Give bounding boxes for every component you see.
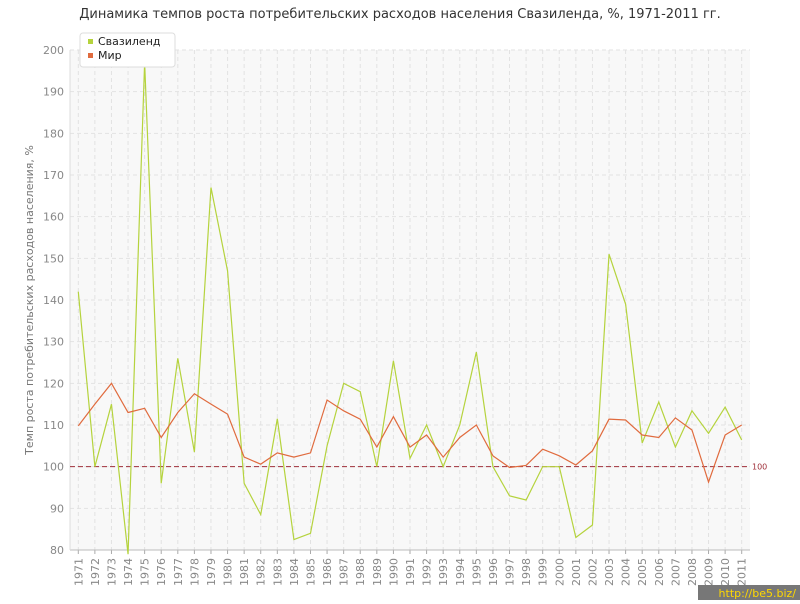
- x-tick-label: 1978: [188, 558, 201, 586]
- legend-swatch: [88, 53, 93, 58]
- x-tick-label: 1974: [122, 558, 135, 586]
- y-tick-label: 150: [43, 252, 64, 265]
- y-tick-label: 110: [43, 419, 64, 432]
- chart-title: Динамика темпов роста потребительских ра…: [79, 7, 721, 22]
- legend-box: [79, 32, 176, 68]
- y-tick-label: 130: [43, 336, 64, 349]
- legend-swatch: [88, 39, 93, 44]
- x-tick-label: 1979: [205, 558, 218, 586]
- x-tick-label: 1989: [371, 558, 384, 586]
- x-tick-label: 1992: [421, 558, 434, 586]
- x-tick-label: 1972: [89, 558, 102, 586]
- x-tick-label: 1982: [255, 558, 268, 586]
- x-tick-label: 1993: [437, 558, 450, 586]
- y-tick-label: 140: [43, 294, 64, 307]
- x-tick-label: 1997: [504, 558, 517, 586]
- y-tick-label: 200: [43, 44, 64, 57]
- x-tick-label: 1996: [487, 558, 500, 586]
- x-tick-label: 1999: [537, 558, 550, 586]
- x-tick-label: 2006: [653, 558, 666, 586]
- y-axis-label: Темп роста потребительских расходов насе…: [23, 145, 36, 456]
- x-tick-label: 1995: [470, 558, 483, 586]
- x-tick-label: 2000: [553, 558, 566, 586]
- x-tick-label: 2005: [636, 558, 649, 586]
- y-tick-label: 170: [43, 169, 64, 182]
- x-tick-label: 1991: [404, 558, 417, 586]
- x-tick-label: 1980: [222, 558, 235, 586]
- x-tick-label: 1984: [288, 558, 301, 586]
- x-tick-label: 1986: [321, 558, 334, 586]
- y-tick-label: 90: [50, 502, 64, 515]
- watermark-box: [698, 585, 800, 600]
- x-tick-label: 1973: [105, 558, 118, 586]
- x-tick-label: 2003: [603, 558, 616, 586]
- x-tick-label: 2011: [736, 558, 749, 586]
- x-tick-label: 2010: [719, 558, 732, 586]
- x-tick-label: 1990: [387, 558, 400, 586]
- y-tick-label: 180: [43, 127, 64, 140]
- x-tick-label: 2002: [586, 558, 599, 586]
- x-tick-label: 1971: [72, 558, 85, 586]
- y-tick-label: 120: [43, 377, 64, 390]
- x-tick-label: 1975: [139, 558, 152, 586]
- x-tick-label: 1977: [172, 558, 185, 586]
- reference-label: 100: [752, 463, 767, 472]
- y-tick-label: 160: [43, 211, 64, 224]
- series-line: [77, 62, 743, 555]
- y-tick-label: 80: [50, 544, 64, 557]
- x-tick-label: 2001: [570, 558, 583, 586]
- x-tick-label: 2009: [703, 558, 716, 586]
- series-line: [77, 382, 743, 484]
- legend-label: Мир: [98, 49, 122, 62]
- x-tick-label: 2004: [620, 558, 633, 586]
- x-tick-label: 1983: [271, 558, 284, 586]
- watermark: http://be5.biz/: [719, 587, 797, 600]
- x-tick-label: 2008: [686, 558, 699, 586]
- x-tick-label: 1976: [155, 558, 168, 586]
- x-tick-label: 1998: [520, 558, 533, 586]
- y-tick-label: 100: [43, 461, 64, 474]
- y-tick-label: 190: [43, 86, 64, 99]
- x-tick-label: 1985: [304, 558, 317, 586]
- x-tick-label: 1994: [454, 558, 467, 586]
- x-tick-label: 2007: [669, 558, 682, 586]
- x-tick-label: 1988: [354, 558, 367, 586]
- x-tick-label: 1981: [238, 558, 251, 586]
- x-tick-label: 1987: [338, 558, 351, 586]
- legend-label: Свазиленд: [98, 35, 161, 48]
